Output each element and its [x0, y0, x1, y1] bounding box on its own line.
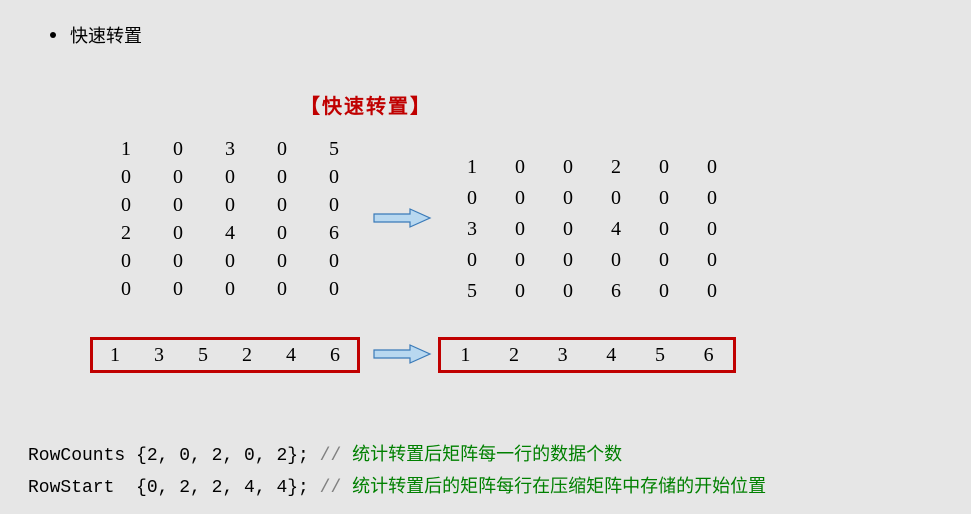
matrix-cell: 0	[496, 152, 544, 183]
matrix-cell: 0	[544, 276, 592, 307]
matrix-cell: 0	[688, 245, 736, 276]
matrix-cell: 0	[256, 219, 308, 247]
sequence-cell: 6	[684, 340, 733, 370]
matrix-cell: 0	[688, 214, 736, 245]
matrix-cell: 0	[308, 275, 360, 303]
matrix-cell: 0	[544, 214, 592, 245]
matrix-cell: 0	[308, 191, 360, 219]
matrix-cell: 0	[256, 275, 308, 303]
matrix-cell: 0	[308, 163, 360, 191]
matrix-cell: 0	[152, 247, 204, 275]
matrix-cell: 0	[640, 183, 688, 214]
matrix-cell: 0	[100, 163, 152, 191]
matrix-left: 103050000000000204060000000000	[100, 135, 360, 303]
matrix-cell: 0	[592, 245, 640, 276]
matrix-cell: 0	[640, 245, 688, 276]
matrix-cell: 0	[100, 247, 152, 275]
matrix-right: 100200000000300400000000500600	[448, 152, 736, 307]
bullet-row: 快速转置	[50, 22, 142, 48]
matrix-cell: 0	[496, 276, 544, 307]
matrix-cell: 3	[204, 135, 256, 163]
matrix-cell: 0	[688, 152, 736, 183]
arrow-icon	[372, 343, 432, 365]
matrix-cell: 0	[100, 191, 152, 219]
code-block: RowCounts {2, 0, 2, 0, 2}; // 统计转置后矩阵每一行…	[28, 440, 766, 504]
matrix-cell: 0	[544, 183, 592, 214]
matrix-cell: 6	[308, 219, 360, 247]
sequence-cell: 1	[441, 340, 490, 370]
matrix-cell: 0	[496, 214, 544, 245]
sequence-cell: 3	[137, 340, 181, 370]
matrix-cell: 0	[448, 183, 496, 214]
matrix-cell: 0	[152, 135, 204, 163]
matrix-cell: 0	[640, 152, 688, 183]
sequence-right: 123456	[438, 337, 736, 373]
matrix-cell: 0	[152, 275, 204, 303]
matrix-cell: 0	[204, 275, 256, 303]
matrix-cell: 0	[100, 275, 152, 303]
arrow-icon	[372, 207, 432, 229]
matrix-cell: 0	[640, 276, 688, 307]
matrix-cell: 0	[152, 191, 204, 219]
matrix-cell: 0	[448, 245, 496, 276]
matrix-cell: 0	[152, 163, 204, 191]
sequence-cell: 6	[313, 340, 357, 370]
sequence-cell: 1	[93, 340, 137, 370]
matrix-cell: 0	[592, 183, 640, 214]
matrix-cell: 0	[308, 247, 360, 275]
matrix-cell: 3	[448, 214, 496, 245]
sequence-cell: 5	[636, 340, 685, 370]
matrix-cell: 2	[592, 152, 640, 183]
matrix-cell: 0	[688, 183, 736, 214]
matrix-cell: 1	[448, 152, 496, 183]
matrix-cell: 0	[544, 245, 592, 276]
matrix-cell: 6	[592, 276, 640, 307]
matrix-cell: 0	[640, 214, 688, 245]
matrix-cell: 0	[204, 191, 256, 219]
matrix-cell: 2	[100, 219, 152, 247]
matrix-cell: 0	[256, 135, 308, 163]
sequence-cell: 3	[538, 340, 587, 370]
matrix-cell: 0	[256, 247, 308, 275]
sequence-cell: 5	[181, 340, 225, 370]
bullet-dot	[50, 32, 56, 38]
sequence-cell: 4	[587, 340, 636, 370]
matrix-cell: 5	[448, 276, 496, 307]
matrix-cell: 0	[256, 163, 308, 191]
section-title: 【快速转置】	[300, 90, 432, 119]
matrix-cell: 0	[256, 191, 308, 219]
matrix-cell: 4	[592, 214, 640, 245]
code-line: RowStart {0, 2, 2, 4, 4}; // 统计转置后的矩阵每行在…	[28, 472, 766, 504]
matrix-cell: 0	[496, 245, 544, 276]
bullet-text: 快速转置	[70, 22, 142, 48]
matrix-cell: 1	[100, 135, 152, 163]
matrix-cell: 0	[204, 163, 256, 191]
matrix-cell: 0	[544, 152, 592, 183]
sequence-cell: 4	[269, 340, 313, 370]
matrix-cell: 4	[204, 219, 256, 247]
sequence-cell: 2	[490, 340, 539, 370]
code-line: RowCounts {2, 0, 2, 0, 2}; // 统计转置后矩阵每一行…	[28, 440, 766, 472]
matrix-cell: 0	[204, 247, 256, 275]
matrix-cell: 0	[152, 219, 204, 247]
sequence-left: 135246	[90, 337, 360, 373]
matrix-cell: 0	[688, 276, 736, 307]
sequence-cell: 2	[225, 340, 269, 370]
matrix-cell: 0	[496, 183, 544, 214]
matrix-cell: 5	[308, 135, 360, 163]
